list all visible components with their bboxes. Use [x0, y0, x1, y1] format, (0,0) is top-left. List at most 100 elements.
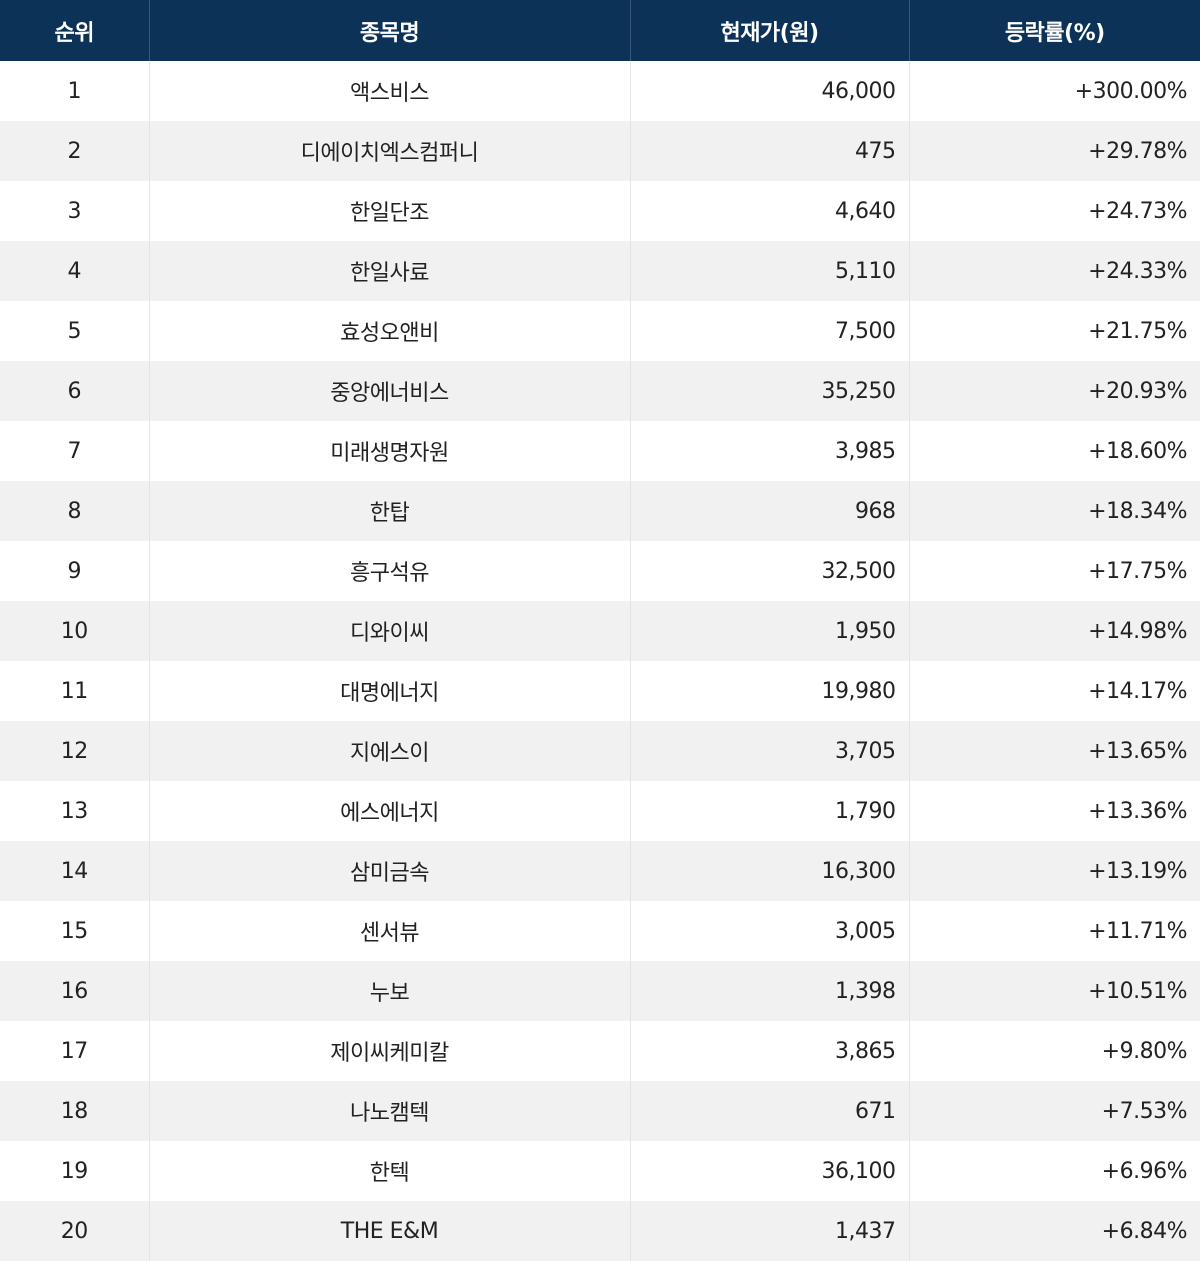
table-row: 19 한텍 36,100 +6.96%	[0, 1141, 1200, 1201]
name-cell: 에스에너지	[148, 781, 630, 841]
name-cell: 한텍	[148, 1141, 630, 1201]
table-row: 8 한탑 968 +18.34%	[0, 481, 1200, 541]
header-rank: 순위	[54, 20, 95, 46]
rate-cell: +17.75%	[908, 541, 1200, 601]
header-price: 현재가(원)	[629, 0, 909, 61]
price-cell: 46,000	[629, 61, 909, 121]
rate-cell: +18.60%	[908, 421, 1200, 481]
name-cell: 한일사료	[148, 241, 630, 301]
name-cell: 액스비스	[148, 61, 630, 121]
header-rate: 등락률(%)	[908, 0, 1200, 61]
rate-cell: +20.93%	[908, 361, 1200, 421]
table-row: 11 대명에너지 19,980 +14.17%	[0, 661, 1200, 721]
rate-cell: +24.73%	[908, 181, 1200, 241]
name-cell: 제이씨케미칼	[148, 1021, 630, 1081]
rank-cell: 7	[67, 438, 82, 464]
name-cell: 대명에너지	[148, 661, 630, 721]
price-cell: 4,640	[629, 181, 909, 241]
rate-cell: +24.33%	[908, 241, 1200, 301]
rate-cell: +10.51%	[908, 961, 1200, 1021]
price-cell: 968	[629, 481, 909, 541]
rank-cell: 13	[60, 798, 89, 824]
name-cell: 누보	[148, 961, 630, 1021]
price-cell: 16,300	[629, 841, 909, 901]
table-row: 2 디에이치엑스컴퍼니 475 +29.78%	[0, 121, 1200, 181]
rate-cell: +13.19%	[908, 841, 1200, 901]
table-row: 13 에스에너지 1,790 +13.36%	[0, 781, 1200, 841]
table-row: 16 누보 1,398 +10.51%	[0, 961, 1200, 1021]
table-row: 20 THE E&M 1,437 +6.84%	[0, 1201, 1200, 1261]
price-cell: 35,250	[629, 361, 909, 421]
price-cell: 475	[629, 121, 909, 181]
price-cell: 19,980	[629, 661, 909, 721]
rate-cell: +13.36%	[908, 781, 1200, 841]
price-cell: 1,950	[629, 601, 909, 661]
header-name: 종목명	[148, 0, 630, 61]
rank-cell: 14	[60, 858, 89, 884]
name-cell: 삼미금속	[148, 841, 630, 901]
rank-cell: 12	[60, 738, 89, 764]
rate-cell: +18.34%	[908, 481, 1200, 541]
price-cell: 32,500	[629, 541, 909, 601]
table-row: 9 흥구석유 32,500 +17.75%	[0, 541, 1200, 601]
price-cell: 1,790	[629, 781, 909, 841]
rank-cell: 4	[67, 258, 82, 284]
name-cell: 효성오앤비	[148, 301, 630, 361]
price-cell: 5,110	[629, 241, 909, 301]
price-cell: 1,437	[629, 1201, 909, 1261]
rate-cell: +300.00%	[908, 61, 1200, 121]
name-cell: 흥구석유	[148, 541, 630, 601]
rank-cell: 16	[60, 978, 89, 1004]
table-header: 순위 종목명 현재가(원) 등락률(%)	[0, 0, 1200, 61]
rank-cell: 20	[60, 1218, 89, 1244]
price-cell: 3,865	[629, 1021, 909, 1081]
name-cell: 중앙에너비스	[148, 361, 630, 421]
rank-cell: 2	[67, 138, 82, 164]
rate-cell: +7.53%	[908, 1081, 1200, 1141]
price-cell: 36,100	[629, 1141, 909, 1201]
header-row: 순위 종목명 현재가(원) 등락률(%)	[0, 0, 1200, 61]
name-cell: 지에스이	[148, 721, 630, 781]
name-cell: 한탑	[148, 481, 630, 541]
table-body: 1 액스비스 46,000 +300.00% 2 디에이치엑스컴퍼니 475 +…	[0, 61, 1200, 1261]
price-cell: 7,500	[629, 301, 909, 361]
rank-cell: 5	[67, 318, 82, 344]
name-cell: 디에이치엑스컴퍼니	[148, 121, 630, 181]
rank-cell: 15	[60, 918, 89, 944]
table-row: 4 한일사료 5,110 +24.33%	[0, 241, 1200, 301]
table-row: 14 삼미금속 16,300 +13.19%	[0, 841, 1200, 901]
rank-cell: 3	[67, 198, 82, 224]
rank-cell: 8	[67, 498, 82, 524]
rank-cell: 19	[60, 1158, 89, 1184]
rank-cell: 18	[60, 1098, 89, 1124]
name-cell: 센서뷰	[148, 901, 630, 961]
name-cell: 나노캠텍	[148, 1081, 630, 1141]
name-cell: THE E&M	[148, 1201, 630, 1261]
name-cell: 한일단조	[148, 181, 630, 241]
table-row: 12 지에스이 3,705 +13.65%	[0, 721, 1200, 781]
rate-cell: +29.78%	[908, 121, 1200, 181]
rate-cell: +11.71%	[908, 901, 1200, 961]
rank-cell: 1	[67, 78, 82, 104]
rank-cell: 6	[67, 378, 82, 404]
price-cell: 3,705	[629, 721, 909, 781]
table-row: 5 효성오앤비 7,500 +21.75%	[0, 301, 1200, 361]
rate-cell: +21.75%	[908, 301, 1200, 361]
table-row: 15 센서뷰 3,005 +11.71%	[0, 901, 1200, 961]
rate-cell: +9.80%	[908, 1021, 1200, 1081]
rank-cell: 11	[60, 678, 89, 704]
price-cell: 671	[629, 1081, 909, 1141]
table-row: 18 나노캠텍 671 +7.53%	[0, 1081, 1200, 1141]
table-row: 17 제이씨케미칼 3,865 +9.80%	[0, 1021, 1200, 1081]
rank-cell: 10	[60, 618, 89, 644]
table-row: 7 미래생명자원 3,985 +18.60%	[0, 421, 1200, 481]
price-cell: 3,985	[629, 421, 909, 481]
name-cell: 디와이씨	[148, 601, 630, 661]
rate-cell: +6.84%	[908, 1201, 1200, 1261]
rate-cell: +14.17%	[908, 661, 1200, 721]
table-row: 6 중앙에너비스 35,250 +20.93%	[0, 361, 1200, 421]
name-cell: 미래생명자원	[148, 421, 630, 481]
price-cell: 3,005	[629, 901, 909, 961]
table-row: 10 디와이씨 1,950 +14.98%	[0, 601, 1200, 661]
